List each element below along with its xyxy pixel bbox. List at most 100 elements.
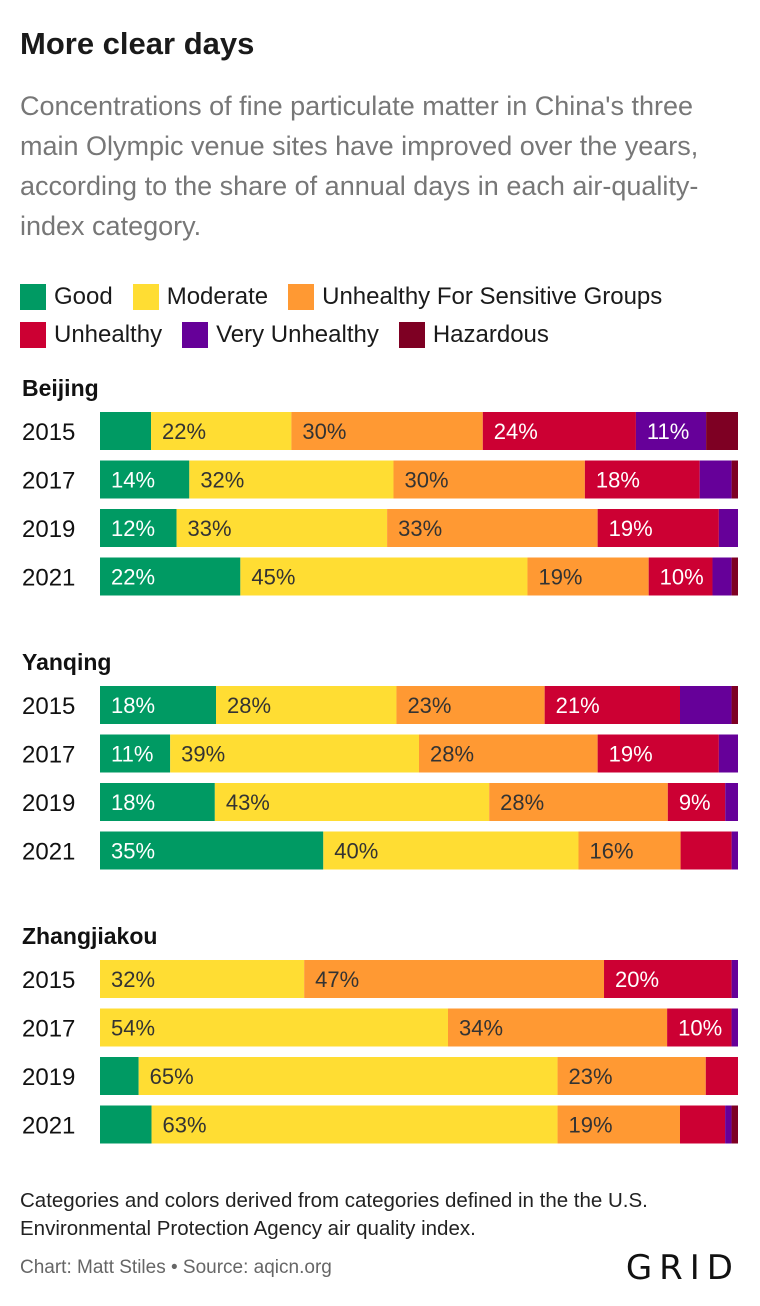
- bar-segment: [731, 1008, 738, 1047]
- data-label: 24%: [494, 419, 538, 444]
- bar-segment: [489, 783, 668, 821]
- legend-item: Very Unhealthy: [182, 321, 379, 349]
- year-label: 2019: [22, 790, 75, 817]
- data-label: 19%: [538, 565, 582, 590]
- data-label: 30%: [302, 419, 346, 444]
- grid-logo: GRID: [625, 1248, 740, 1288]
- year-label: 2021: [22, 1113, 75, 1140]
- chart-title: More clear days: [20, 26, 255, 61]
- legend-swatch: [288, 284, 315, 310]
- bar-segment: [214, 783, 490, 821]
- bar-segment: [323, 831, 579, 870]
- legend: Good Moderate Unhealthy For Sensitive Grou…: [20, 278, 750, 354]
- legend-row: Unhealthy Very Unhealthy Hazardous: [20, 316, 750, 354]
- data-label: 28%: [430, 742, 474, 767]
- bar-segment: [597, 734, 719, 773]
- data-label: 20%: [615, 967, 659, 992]
- bar-segment: [151, 1105, 558, 1144]
- bar-segment: [100, 557, 241, 596]
- year-label: 2015: [22, 967, 75, 994]
- data-label: 22%: [111, 565, 155, 590]
- bar-segment: [680, 831, 732, 870]
- data-label: 30%: [404, 468, 448, 493]
- legend-label: Hazardous: [432, 321, 549, 348]
- bar-segment: [544, 686, 680, 724]
- data-label: 33%: [188, 516, 232, 541]
- legend-label: Unhealthy For Sensitive Groups: [322, 283, 663, 310]
- data-label: 22%: [162, 419, 206, 444]
- stacked-bar-chart: Beijing 2015 22% 30% 24% 11% 2017 14% 32% 30% 18% 2…: [22, 375, 738, 1144]
- data-label: 47%: [315, 967, 359, 992]
- data-label: 12%: [111, 516, 155, 541]
- bar-segment: [731, 960, 738, 998]
- data-label: 10%: [660, 565, 704, 590]
- bar-segment: [604, 960, 732, 998]
- data-label: 54%: [111, 1016, 155, 1041]
- data-label: 63%: [163, 1113, 207, 1138]
- legend-row: Good Moderate Unhealthy For Sensitive Grou…: [20, 278, 750, 316]
- source-credit: Chart: Matt Stiles • Source: aqicn.org: [20, 1257, 332, 1278]
- bar-segment: [584, 460, 700, 499]
- data-label: 33%: [398, 516, 442, 541]
- bar-segment: [718, 509, 738, 547]
- bar-segment: [557, 1105, 680, 1144]
- year-label: 2017: [22, 468, 75, 495]
- group-label: Beijing: [22, 375, 99, 401]
- bar-segment: [680, 1105, 726, 1144]
- bar-segment: [419, 734, 598, 773]
- bar-segment: [718, 734, 738, 773]
- bar-segment: [680, 686, 732, 724]
- bar-segment: [712, 557, 732, 596]
- year-label: 2021: [22, 565, 75, 592]
- year-label: 2019: [22, 516, 75, 543]
- bar-segment: [100, 412, 152, 450]
- bar-segment: [189, 460, 394, 499]
- data-label: 18%: [111, 693, 155, 718]
- data-label: 10%: [678, 1016, 722, 1041]
- data-label: 28%: [227, 693, 271, 718]
- legend-item: Moderate: [132, 283, 269, 311]
- data-label: 18%: [111, 790, 155, 815]
- bar-segment: [731, 460, 738, 499]
- data-label: 11%: [111, 742, 153, 767]
- bar-segment: [731, 686, 738, 724]
- year-label: 2021: [22, 839, 75, 866]
- bar-segment: [387, 509, 598, 547]
- legend-swatch: [20, 322, 46, 348]
- bar-segment: [138, 1057, 558, 1095]
- data-label: 14%: [111, 468, 155, 493]
- legend-label: Unhealthy: [54, 321, 163, 348]
- bar-segment: [527, 557, 649, 596]
- data-label: 65%: [150, 1064, 194, 1089]
- year-label: 2015: [22, 419, 75, 446]
- legend-item: Unhealthy For Sensitive Groups: [288, 283, 662, 311]
- data-label: 40%: [334, 839, 378, 864]
- bar-segment: [667, 1008, 732, 1047]
- year-label: 2017: [22, 1016, 75, 1043]
- data-label: 28%: [500, 790, 544, 815]
- data-label: 23%: [407, 693, 451, 718]
- legend-label: Moderate: [166, 283, 269, 310]
- legend-swatch: [182, 322, 209, 348]
- legend-item: Hazardous: [398, 321, 549, 349]
- bar-segment: [482, 412, 636, 450]
- chart-subtitle: Concentrations of fine particulate matte…: [20, 91, 699, 241]
- data-label: 39%: [181, 742, 225, 767]
- bar-segment: [100, 686, 216, 724]
- year-label: 2019: [22, 1064, 75, 1091]
- bar-segment: [731, 1105, 738, 1144]
- data-label: 45%: [251, 565, 295, 590]
- bar-segment: [396, 686, 545, 724]
- data-label: 32%: [200, 468, 244, 493]
- data-label: 32%: [111, 967, 155, 992]
- bar-segment: [731, 557, 738, 596]
- data-label: 19%: [609, 516, 653, 541]
- legend-item: Good: [20, 283, 113, 311]
- group-label: Yanqing: [22, 649, 111, 675]
- bar-segment: [100, 831, 324, 870]
- bar-segment: [725, 1105, 732, 1144]
- data-label: 18%: [596, 468, 640, 493]
- data-label: 34%: [459, 1016, 503, 1041]
- bar-segment: [731, 831, 738, 870]
- legend-label: Very Unhealthy: [216, 321, 379, 348]
